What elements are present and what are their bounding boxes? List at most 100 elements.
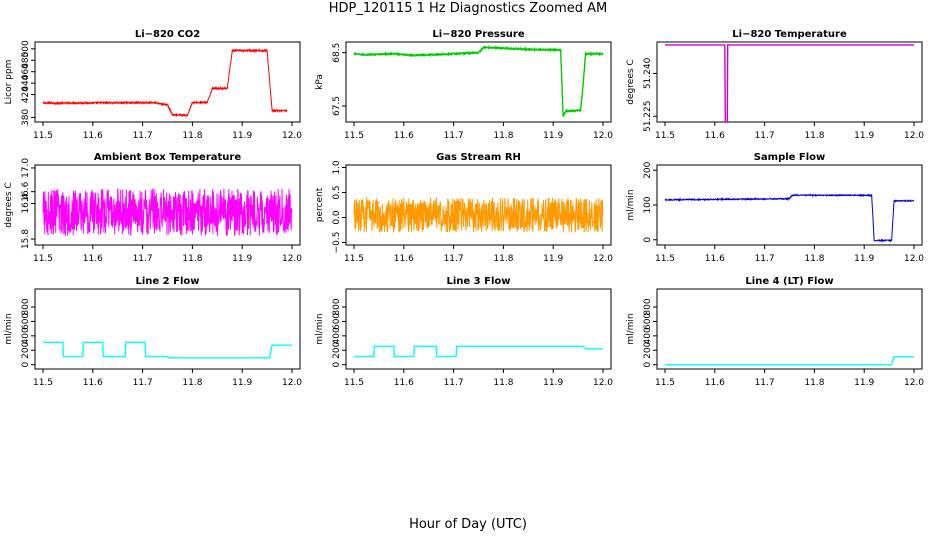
x-tick-label: 11.8 bbox=[804, 254, 824, 264]
x-tick-label: 11.7 bbox=[444, 254, 464, 264]
y-tick-label: 15.8 bbox=[21, 229, 31, 249]
y-tick-label: 800 bbox=[332, 298, 342, 315]
y-tick-label: 600 bbox=[643, 313, 653, 330]
x-tick-label: 12.0 bbox=[282, 378, 302, 388]
x-tick-label: 12.0 bbox=[904, 378, 924, 388]
x-tick-label: 12.0 bbox=[593, 254, 613, 264]
y-tick-label: 51.240 bbox=[643, 57, 653, 89]
series-line bbox=[42, 187, 293, 237]
y-axis-label: ml/min bbox=[626, 313, 636, 344]
y-axis-label: ml/min bbox=[315, 313, 325, 344]
panel-title: Line 4 (LT) Flow bbox=[745, 276, 833, 287]
chart-panel-8: Line 3 Flow 11.5 11.6 11.7 11.8 11.9 12.0 0 2004… bbox=[315, 276, 613, 388]
y-tick-label: 68.5 bbox=[332, 43, 342, 63]
series-line bbox=[43, 341, 292, 359]
y-tick-label: 51.225 bbox=[643, 101, 653, 132]
plot-frame bbox=[34, 41, 301, 123]
x-tick-label: 11.6 bbox=[394, 254, 414, 264]
x-axis-label: Hour of Day (UTC) bbox=[409, 517, 527, 532]
x-tick-label: 11.7 bbox=[133, 254, 153, 264]
plot-frame bbox=[34, 164, 301, 246]
chart-panel-9: Line 4 (LT) Flow 11.5 11.6 11.7 11.8 11.9 12.0… bbox=[626, 276, 924, 388]
y-tick-label: 500 bbox=[21, 40, 31, 57]
y-tick-label: 380 bbox=[21, 109, 31, 126]
plot-frame bbox=[34, 288, 301, 370]
x-tick-label: 11.8 bbox=[804, 378, 824, 388]
panel-title: Li−820 CO2 bbox=[135, 29, 200, 40]
x-tick-label: 11.9 bbox=[232, 378, 252, 388]
y-tick-label: 200 bbox=[643, 341, 653, 358]
y-tick-label: 16.4 bbox=[21, 193, 31, 213]
y-tick-label: 0 bbox=[332, 362, 342, 368]
plot-frame bbox=[656, 164, 923, 246]
x-tick-label: 11.9 bbox=[543, 254, 563, 264]
y-tick-label: 1.0 bbox=[332, 160, 342, 175]
x-tick-label: 11.9 bbox=[543, 378, 563, 388]
panel-title: Gas Stream RH bbox=[436, 152, 521, 163]
series-line bbox=[42, 47, 288, 118]
chart-panel-6: Sample Flow 11.5 11.6 11.7 11.8 11.9 12.0 0 100 2… bbox=[626, 152, 924, 264]
plot-frame bbox=[656, 41, 923, 123]
x-tick-label: 11.6 bbox=[394, 131, 414, 141]
y-tick-label: 16.6 bbox=[21, 181, 31, 201]
x-tick-label: 11.7 bbox=[133, 131, 153, 141]
y-tick-label: 200 bbox=[643, 161, 653, 178]
y-axis-label: degrees C bbox=[4, 182, 14, 227]
x-tick-label: 11.6 bbox=[83, 131, 103, 141]
y-tick-label: 400 bbox=[21, 327, 31, 344]
x-tick-label: 11.9 bbox=[232, 131, 252, 141]
x-tick-label: 12.0 bbox=[904, 131, 924, 141]
x-tick-label: 11.8 bbox=[804, 131, 824, 141]
y-tick-label: 67.5 bbox=[332, 96, 342, 116]
chart-panel-5: Gas Stream RH 11.5 11.6 11.7 11.8 11.9 12.0 −0.… bbox=[315, 152, 613, 264]
x-tick-label: 11.5 bbox=[33, 378, 53, 388]
chart-panel-7: Line 2 Flow 11.5 11.6 11.7 11.8 11.9 12.0 0 2004… bbox=[4, 276, 302, 388]
plot-frame bbox=[656, 288, 923, 370]
y-tick-label: 0 bbox=[643, 237, 653, 243]
series-line bbox=[665, 44, 914, 123]
y-tick-label: 800 bbox=[21, 298, 31, 315]
x-tick-label: 11.9 bbox=[232, 254, 252, 264]
panel-title: Li−820 Pressure bbox=[432, 29, 525, 40]
x-tick-label: 11.5 bbox=[344, 254, 364, 264]
x-tick-label: 11.9 bbox=[543, 131, 563, 141]
plot-frame bbox=[345, 288, 612, 370]
x-tick-label: 11.6 bbox=[705, 378, 725, 388]
x-tick-label: 11.5 bbox=[33, 131, 53, 141]
y-tick-label: 0 bbox=[21, 362, 31, 368]
y-axis-label: ml/min bbox=[4, 313, 14, 344]
x-tick-label: 11.5 bbox=[655, 254, 675, 264]
y-tick-label: 200 bbox=[332, 341, 342, 358]
x-tick-label: 11.5 bbox=[655, 378, 675, 388]
x-tick-label: 11.8 bbox=[493, 131, 513, 141]
chart-panel-2: Li−820 Pressure 11.5 11.6 11.7 11.8 11.9 12.0 6… bbox=[315, 29, 613, 141]
y-tick-label: 440 bbox=[21, 74, 31, 91]
x-tick-label: 11.6 bbox=[83, 254, 103, 264]
y-tick-label: 400 bbox=[643, 327, 653, 344]
plot-frame bbox=[345, 164, 612, 246]
y-tick-label: 17.0 bbox=[21, 158, 31, 178]
y-axis-label: Licor ppm bbox=[4, 60, 14, 105]
y-tick-label: −0.5 bbox=[332, 232, 342, 254]
x-tick-label: 11.6 bbox=[705, 254, 725, 264]
x-tick-label: 11.9 bbox=[854, 378, 874, 388]
x-tick-label: 12.0 bbox=[593, 378, 613, 388]
y-tick-label: 480 bbox=[21, 51, 31, 68]
panel-title: Ambient Box Temperature bbox=[94, 152, 241, 163]
x-tick-label: 11.7 bbox=[444, 378, 464, 388]
x-tick-label: 11.5 bbox=[655, 131, 675, 141]
y-tick-label: 0.0 bbox=[332, 210, 342, 225]
x-tick-label: 11.9 bbox=[854, 131, 874, 141]
x-tick-label: 12.0 bbox=[904, 254, 924, 264]
y-tick-label: 420 bbox=[21, 86, 31, 103]
y-tick-label: 400 bbox=[332, 327, 342, 344]
x-tick-label: 11.7 bbox=[133, 378, 153, 388]
series-line bbox=[665, 356, 914, 366]
x-tick-label: 11.7 bbox=[755, 131, 775, 141]
panel-title: Line 2 Flow bbox=[136, 276, 200, 287]
x-tick-label: 12.0 bbox=[282, 131, 302, 141]
x-tick-label: 11.5 bbox=[33, 254, 53, 264]
x-tick-label: 11.6 bbox=[83, 378, 103, 388]
x-tick-label: 11.7 bbox=[444, 131, 464, 141]
